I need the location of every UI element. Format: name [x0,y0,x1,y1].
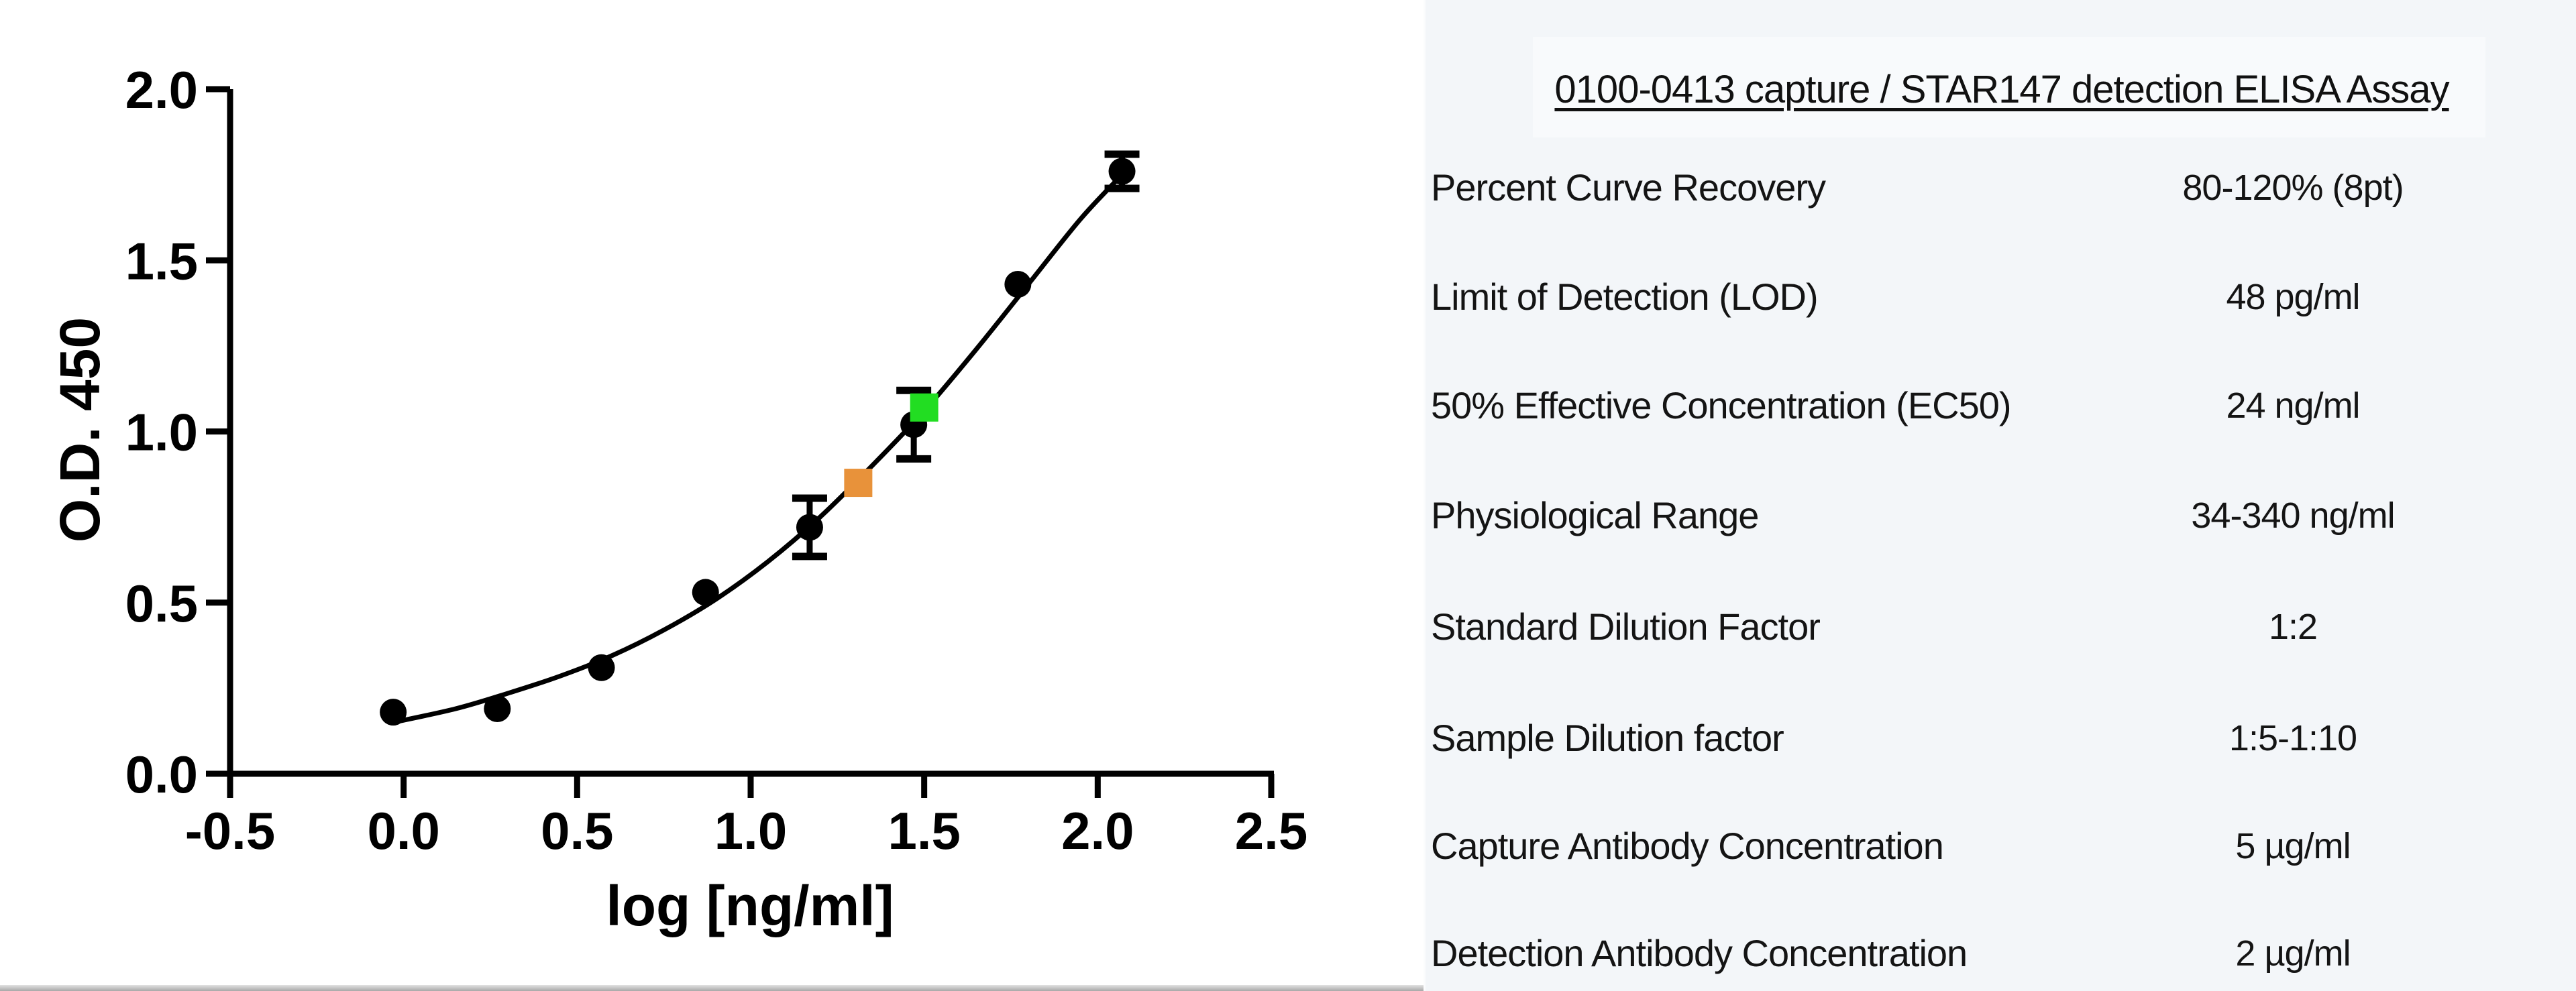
standard-curve-chart: -0.5 0.0 0.5 1.0 1.5 2.0 2.50.00.51.01.52.0 lo… [48,60,1308,937]
data-points [380,150,1140,726]
row-label: 50% Effective Concentration (EC50) [1431,384,2012,426]
row-value: 34-340 ng/ml [2191,496,2395,536]
row-label: Detection Antibody Concentration [1431,932,1968,974]
table-row: Limit of Detection (LOD) 48 pg/ml [1426,267,2576,327]
table-row: Percent Curve Recovery 80-120% (8pt) [1426,158,2576,218]
axes: -0.5 0.0 0.5 1.0 1.5 2.0 2.50.00.51.01.52.0 [125,60,1308,860]
row-label: Percent Curve Recovery [1431,166,1826,209]
row-label: Sample Dilution factor [1431,717,1784,759]
x-tick-label: 2.5 [1235,801,1307,860]
row-value: 1:2 [2268,607,2318,647]
table-row: Detection Antibody Concentration 2 µg/ml [1426,923,2576,984]
assay-title: 0100-0413 capture / STAR147 detection EL… [1554,68,2449,111]
bottom-border [0,985,1426,991]
table-row: Sample Dilution factor 1:5-1:10 [1426,708,2576,768]
x-tick-label: 1.5 [888,801,960,860]
table-row: Physiological Range 34-340 ng/ml [1426,485,2576,546]
x-axis-title: log [ng/ml] [606,874,894,937]
row-value: 48 pg/ml [2226,277,2360,317]
row-label: Physiological Range [1431,494,1759,536]
x-tick-label: 2.0 [1061,801,1134,860]
x-tick-label: 0.0 [367,801,439,860]
fit-curve [392,173,1124,725]
row-label: Limit of Detection (LOD) [1431,276,1819,318]
row-value: 1:5-1:10 [2229,718,2357,758]
y-tick-label: 2.0 [125,60,198,119]
title-background [1533,37,2485,137]
y-tick-label: 0.0 [125,745,198,804]
table-row: Standard Dilution Factor 1:2 [1426,597,2576,657]
y-axis-title: O.D. 450 [48,317,111,542]
table-row: Capture Antibody Concentration 5 µg/ml [1426,816,2576,876]
y-tick-label: 1.0 [125,403,198,462]
data-point [692,579,719,606]
chart-area: -0.5 0.0 0.5 1.0 1.5 2.0 2.5 0.0 0.5 1.0 1.5 2.0 lo… [0,60,1426,991]
data-point [380,699,407,726]
x-tick-label: 1.0 [714,801,787,860]
data-point [588,654,615,681]
row-label: Standard Dilution Factor [1431,605,1821,648]
y-tick-label: 1.5 [125,231,198,290]
row-value: 24 ng/ml [2226,386,2360,426]
row-label: Capture Antibody Concentration [1431,825,1944,867]
data-point [1108,158,1136,185]
assay-info-panel: 0100-0413 capture / STAR147 detection EL… [1424,0,2576,991]
y-tick-label: 0.5 [125,574,198,633]
table-row: 50% Effective Concentration (EC50) 24 ng… [1426,375,2576,436]
row-value: 80-120% (8pt) [2182,168,2404,208]
row-value: 2 µg/ml [2235,933,2351,974]
row-value: 5 µg/ml [2235,826,2351,866]
data-point [484,695,511,723]
sample-marker [844,469,873,498]
data-point [796,514,823,541]
x-tick-label: -0.5 [185,801,275,860]
x-tick-label: 0.5 [541,801,613,860]
sample-marker [910,393,938,422]
fit-curve-path [392,173,1124,725]
data-point [1004,270,1032,298]
